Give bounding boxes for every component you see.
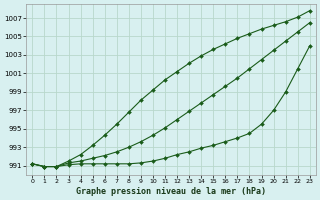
X-axis label: Graphe pression niveau de la mer (hPa): Graphe pression niveau de la mer (hPa) — [76, 187, 266, 196]
